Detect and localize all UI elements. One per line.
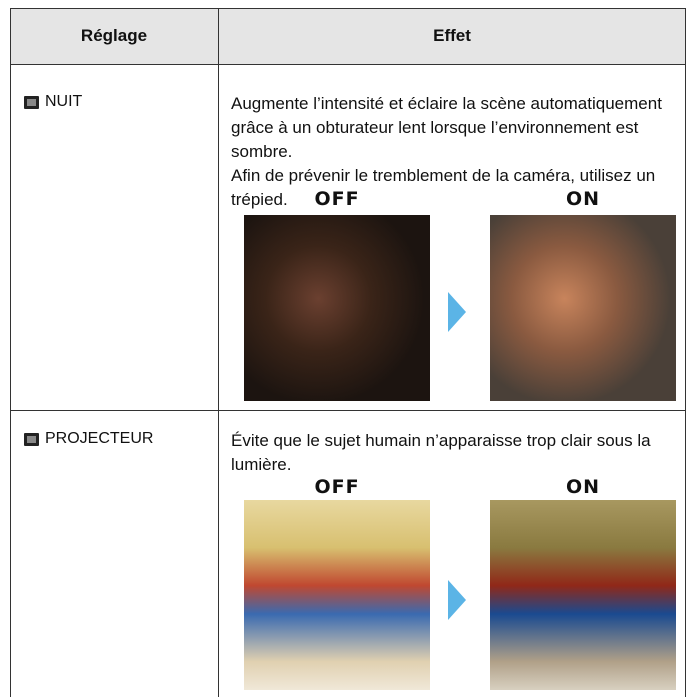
setting-name: NUIT (45, 93, 83, 110)
effect-cell: Augmente l’intensité et éclaire la scène… (231, 92, 676, 212)
effect-cell: Évite que le sujet humain n’apparaisse t… (231, 429, 676, 477)
after-label: ON (565, 188, 601, 210)
arrow (448, 580, 466, 620)
table-border (10, 410, 686, 411)
photo-on (490, 215, 676, 401)
table-border (10, 8, 686, 9)
before-label: OFF (314, 476, 360, 498)
photo-on (490, 500, 676, 690)
effect-text: Augmente l’intensité et éclaire la scène… (231, 94, 662, 161)
table-border (685, 8, 686, 697)
mode-icon (24, 432, 39, 446)
table-border (218, 8, 219, 697)
after-label: ON (565, 476, 601, 498)
setting-cell: NUIT (24, 93, 82, 111)
photo-off (244, 500, 430, 690)
setting-cell: PROJECTEUR (24, 430, 153, 448)
header-cell: Réglage (10, 8, 218, 64)
effect-text: Évite que le sujet humain n’apparaisse t… (231, 431, 651, 474)
effect-text: Afin de prévenir le tremblement de la ca… (231, 166, 656, 209)
setting-name: PROJECTEUR (45, 430, 154, 447)
header-cell: Effet (219, 8, 685, 64)
table-border (10, 8, 11, 697)
table-border (10, 64, 686, 65)
before-label: OFF (314, 188, 360, 210)
arrow (448, 292, 466, 332)
mode-icon (24, 95, 39, 109)
photo-off (244, 215, 430, 401)
